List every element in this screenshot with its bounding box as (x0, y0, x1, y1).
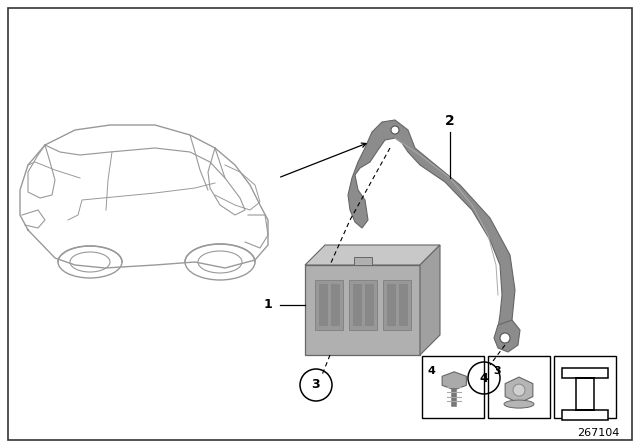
FancyBboxPatch shape (488, 356, 550, 418)
Text: 1: 1 (263, 298, 272, 311)
Polygon shape (58, 246, 122, 262)
FancyBboxPatch shape (554, 356, 616, 418)
Polygon shape (494, 320, 520, 352)
Polygon shape (348, 120, 515, 330)
Polygon shape (185, 244, 255, 262)
Text: 3: 3 (312, 379, 320, 392)
Text: 3: 3 (493, 366, 500, 376)
Text: 267104: 267104 (578, 428, 620, 438)
Text: 4: 4 (479, 371, 488, 384)
Text: 4: 4 (427, 366, 435, 376)
Polygon shape (305, 245, 440, 265)
Polygon shape (562, 368, 608, 420)
FancyBboxPatch shape (383, 280, 410, 330)
Circle shape (391, 126, 399, 134)
FancyBboxPatch shape (349, 280, 376, 330)
FancyBboxPatch shape (387, 284, 396, 326)
Polygon shape (420, 245, 440, 355)
FancyBboxPatch shape (314, 280, 342, 330)
FancyBboxPatch shape (399, 284, 408, 326)
FancyBboxPatch shape (305, 265, 420, 355)
FancyBboxPatch shape (319, 284, 328, 326)
FancyBboxPatch shape (330, 284, 339, 326)
FancyBboxPatch shape (353, 284, 362, 326)
FancyBboxPatch shape (422, 356, 484, 418)
Ellipse shape (504, 400, 534, 408)
FancyBboxPatch shape (365, 284, 374, 326)
Circle shape (500, 333, 510, 343)
Polygon shape (442, 372, 467, 390)
Polygon shape (505, 377, 533, 403)
Circle shape (513, 384, 525, 396)
FancyBboxPatch shape (353, 257, 371, 265)
Text: 2: 2 (445, 114, 455, 128)
